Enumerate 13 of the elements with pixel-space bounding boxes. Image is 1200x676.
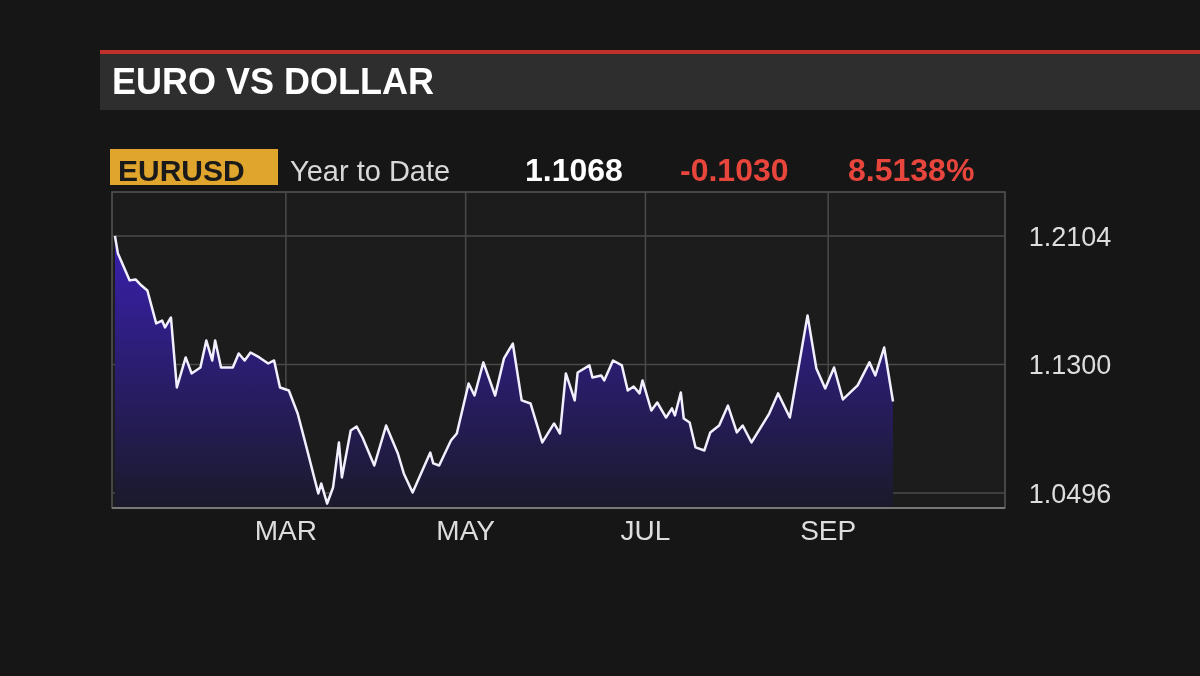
y-tick-label: 1.2104 (1028, 221, 1112, 252)
text: Year to Date (290, 155, 451, 187)
x-tick-label: SEP (800, 515, 857, 546)
y-tick-label: 1.0496 (1028, 478, 1112, 509)
chart-title: EURO VS DOLLAR (112, 61, 435, 102)
x-tick-label: MAY (436, 515, 496, 546)
text: 8.5138% (848, 152, 975, 188)
y-tick-label: 1.1300 (1028, 350, 1112, 381)
text: 1.1068 (525, 152, 623, 188)
x-tick-label: MAR (254, 515, 317, 546)
text: -0.1030 (680, 152, 789, 188)
x-tick-label: JUL (620, 515, 671, 546)
text: EURUSD (118, 154, 245, 187)
